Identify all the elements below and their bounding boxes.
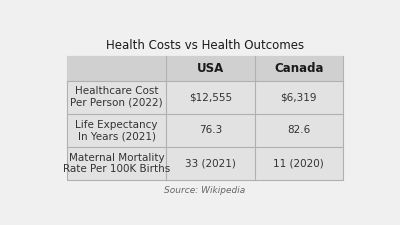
Text: $6,319: $6,319 bbox=[280, 92, 317, 102]
Bar bbox=[67, 56, 343, 180]
Text: Maternal Mortality
Rate Per 100K Births: Maternal Mortality Rate Per 100K Births bbox=[63, 153, 170, 175]
Text: 11 (2020): 11 (2020) bbox=[274, 159, 324, 169]
Text: Source: Wikipedia: Source: Wikipedia bbox=[164, 186, 246, 195]
Text: Life Expectancy
In Years (2021): Life Expectancy In Years (2021) bbox=[76, 120, 158, 141]
Text: Canada: Canada bbox=[274, 62, 324, 74]
Text: 82.6: 82.6 bbox=[287, 125, 310, 135]
Text: 76.3: 76.3 bbox=[199, 125, 222, 135]
Text: USA: USA bbox=[197, 62, 224, 74]
Text: $12,555: $12,555 bbox=[189, 92, 232, 102]
Text: 33 (2021): 33 (2021) bbox=[185, 159, 236, 169]
Text: Healthcare Cost
Per Person (2022): Healthcare Cost Per Person (2022) bbox=[70, 86, 163, 108]
Text: Health Costs vs Health Outcomes: Health Costs vs Health Outcomes bbox=[106, 39, 304, 52]
Bar bbox=[67, 56, 343, 81]
